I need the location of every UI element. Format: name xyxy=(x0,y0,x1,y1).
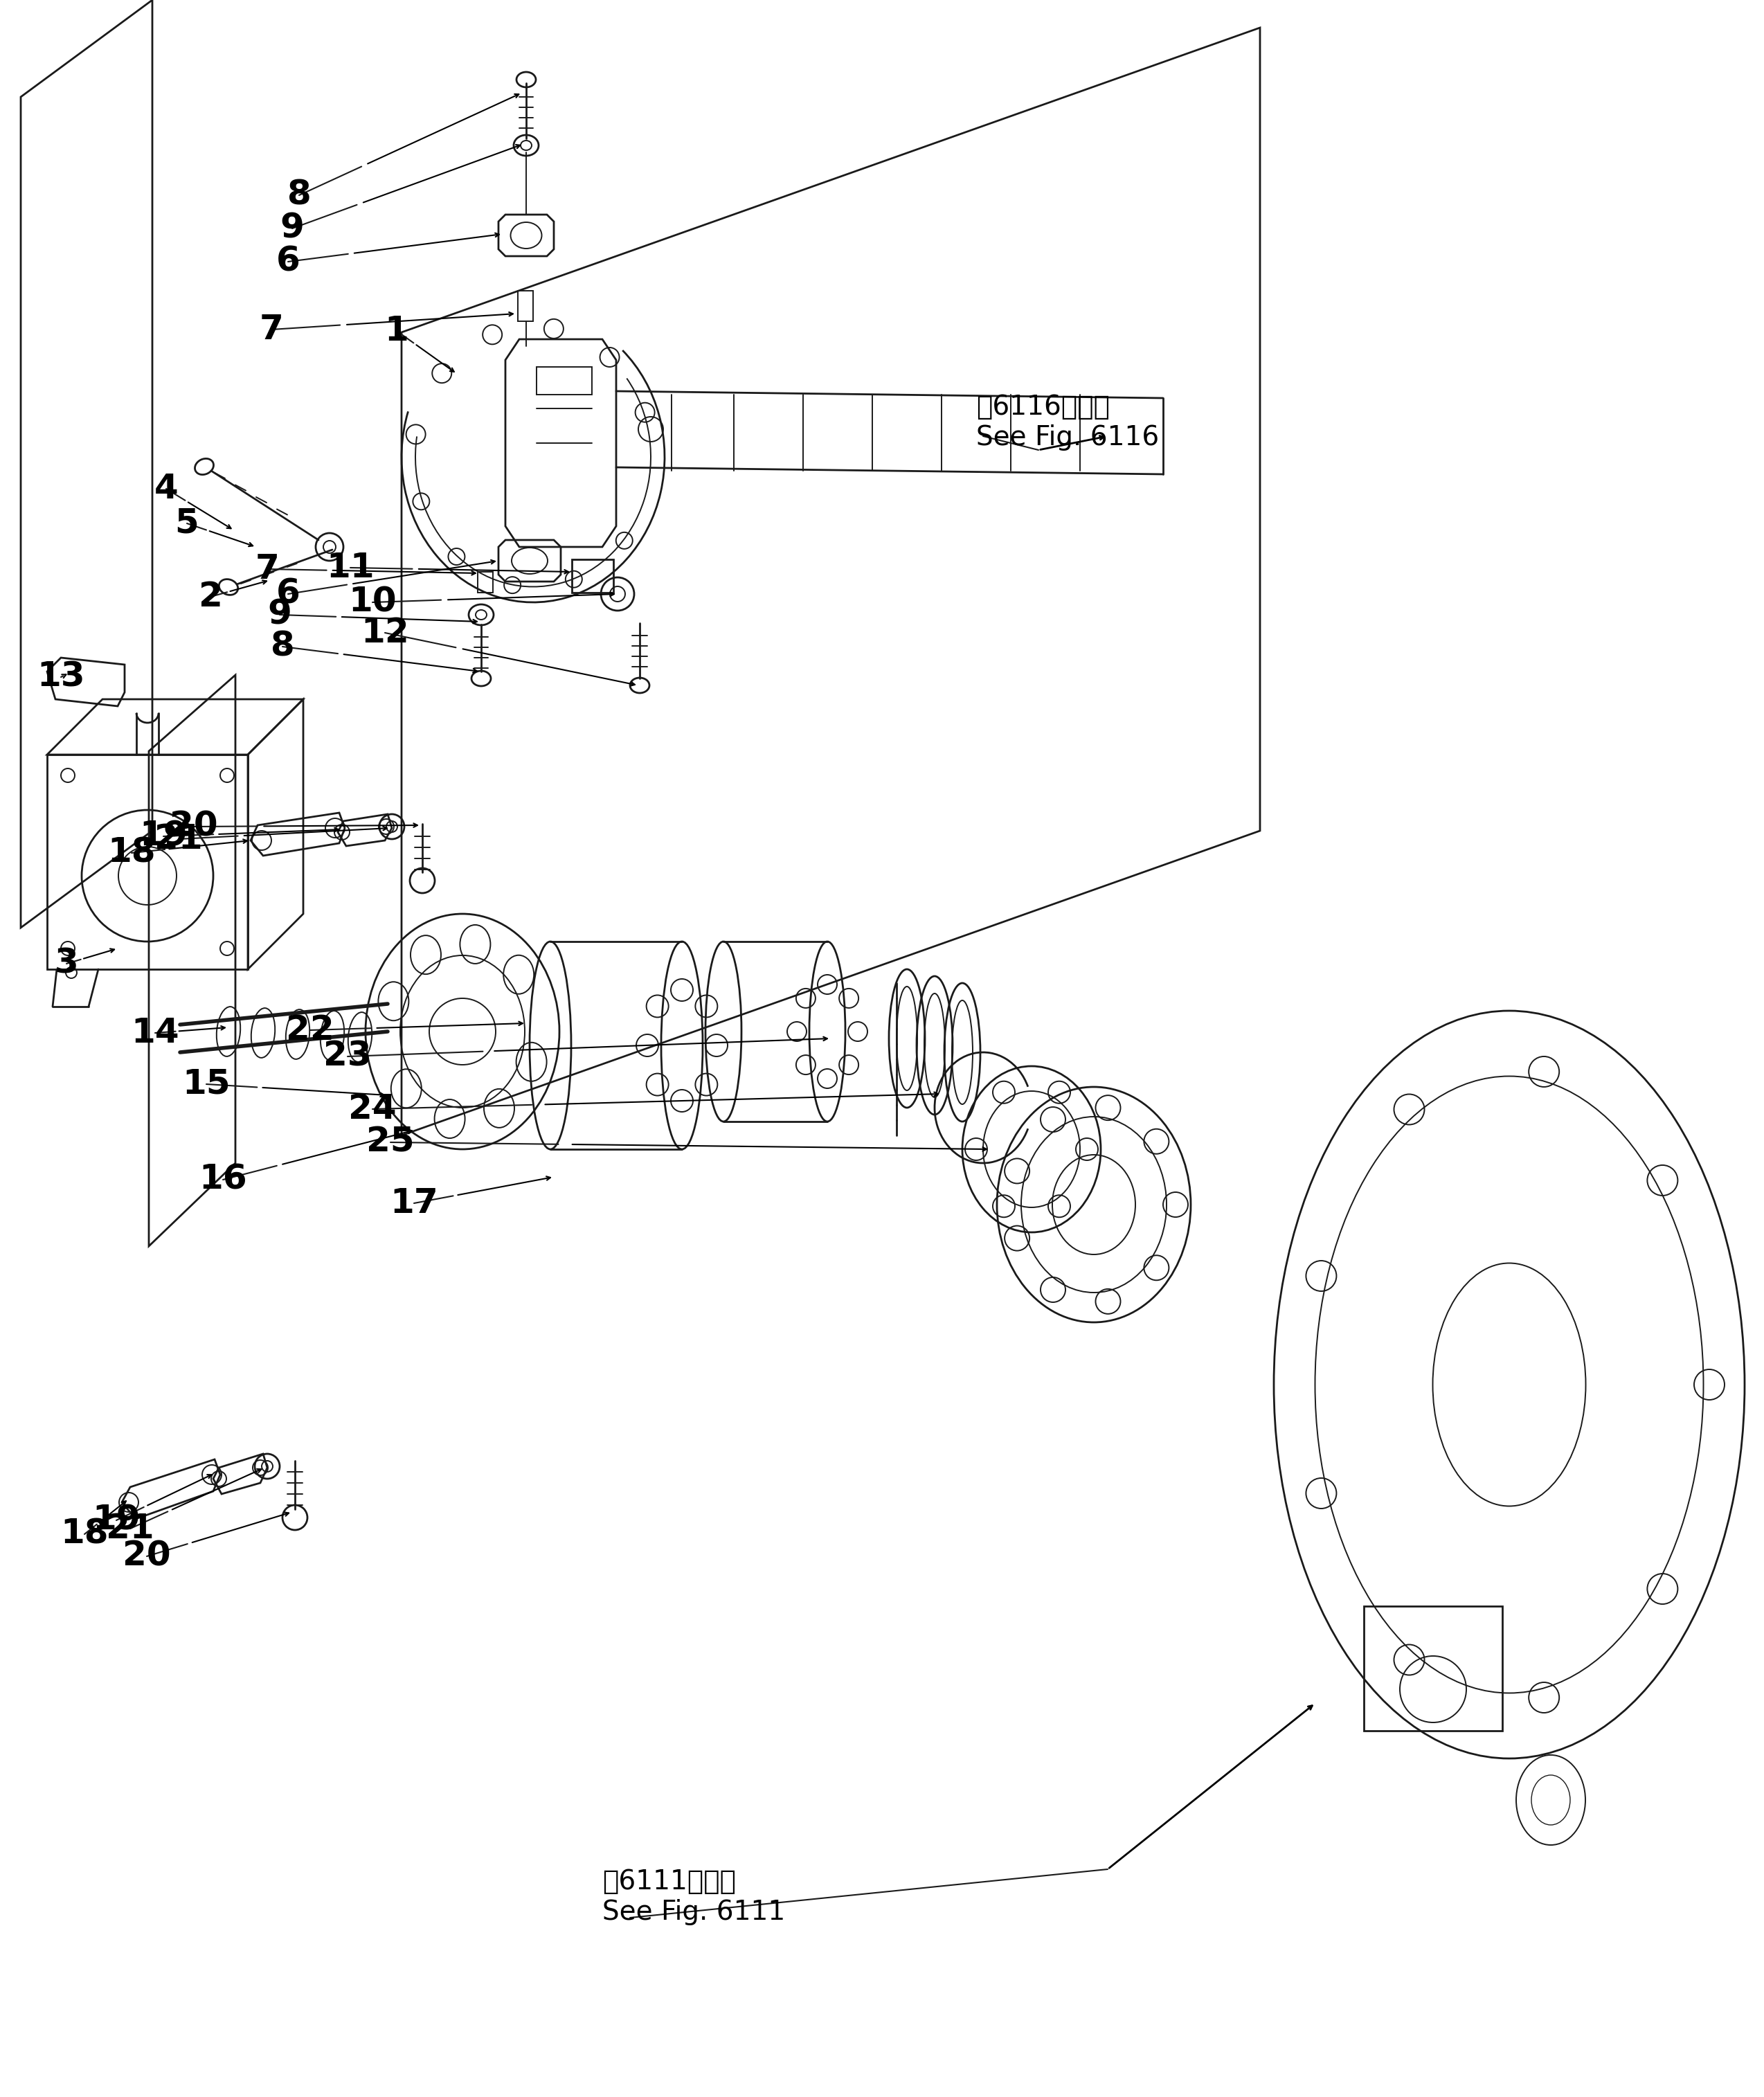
Text: 17: 17 xyxy=(390,1187,437,1220)
Text: 24: 24 xyxy=(348,1093,397,1126)
Text: 19: 19 xyxy=(92,1504,141,1537)
Text: 9: 9 xyxy=(280,212,303,245)
Text: 第6116図参照
See Fig. 6116: 第6116図参照 See Fig. 6116 xyxy=(975,394,1159,451)
Text: 18: 18 xyxy=(60,1518,109,1552)
Bar xyxy=(572,560,614,593)
Text: 第6111図参照
See Fig. 6111: 第6111図参照 See Fig. 6111 xyxy=(602,1868,785,1925)
Text: 8: 8 xyxy=(270,629,295,663)
Text: 1: 1 xyxy=(385,315,409,348)
Text: 6: 6 xyxy=(275,245,300,279)
Bar xyxy=(478,572,492,593)
Bar xyxy=(48,755,249,969)
Bar xyxy=(1364,1606,1503,1730)
Text: 7: 7 xyxy=(259,312,284,346)
Bar xyxy=(519,291,533,321)
Text: 20: 20 xyxy=(123,1539,171,1573)
Text: 12: 12 xyxy=(362,617,409,650)
Text: 6: 6 xyxy=(275,577,300,610)
Text: 16: 16 xyxy=(199,1164,247,1195)
Text: 2: 2 xyxy=(198,581,222,614)
Text: 21: 21 xyxy=(106,1512,153,1545)
Text: 18: 18 xyxy=(108,837,155,870)
Text: 22: 22 xyxy=(286,1013,335,1046)
Text: 23: 23 xyxy=(323,1040,372,1074)
Text: 3: 3 xyxy=(55,948,78,979)
Text: 13: 13 xyxy=(37,661,85,694)
Text: 4: 4 xyxy=(153,472,178,505)
Text: 11: 11 xyxy=(326,552,374,585)
Text: 9: 9 xyxy=(268,598,291,631)
Text: 5: 5 xyxy=(175,507,199,541)
Text: 14: 14 xyxy=(131,1017,180,1048)
Text: 10: 10 xyxy=(348,585,397,619)
Text: 25: 25 xyxy=(367,1126,415,1160)
Text: 8: 8 xyxy=(288,178,310,212)
Text: 19: 19 xyxy=(139,820,187,853)
Text: 15: 15 xyxy=(182,1067,231,1101)
Bar xyxy=(536,367,593,394)
Text: 21: 21 xyxy=(155,822,203,856)
Text: 7: 7 xyxy=(256,552,279,585)
Text: 20: 20 xyxy=(169,809,219,843)
